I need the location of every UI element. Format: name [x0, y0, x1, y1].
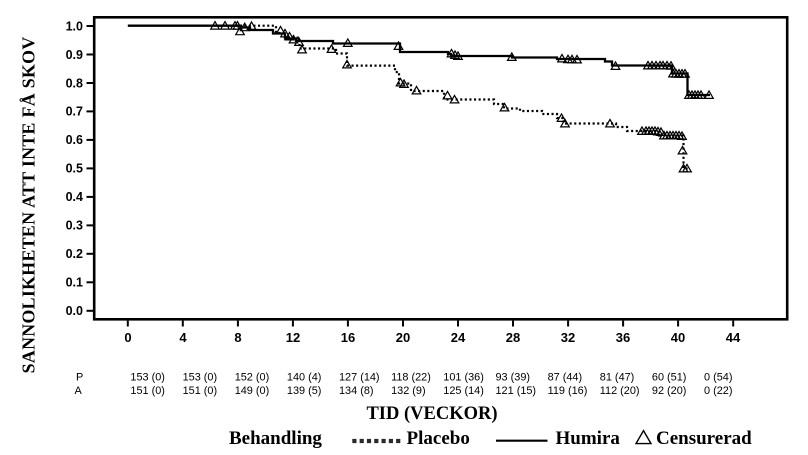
svg-text:20: 20	[396, 330, 410, 345]
svg-text:140 (4): 140 (4)	[287, 371, 322, 383]
svg-text:16: 16	[341, 330, 355, 345]
svg-text:0.9: 0.9	[66, 48, 83, 62]
svg-text:119 (16): 119 (16)	[548, 385, 588, 397]
svg-text:149 (0): 149 (0)	[235, 385, 270, 397]
svg-text:81 (47): 81 (47)	[600, 371, 635, 383]
svg-text:0: 0	[124, 330, 131, 345]
svg-text:A: A	[75, 385, 83, 397]
svg-text:Censurerad: Censurerad	[656, 428, 752, 449]
svg-text:87 (44): 87 (44)	[548, 371, 583, 383]
svg-text:4: 4	[179, 330, 187, 345]
svg-text:Placebo: Placebo	[407, 428, 470, 449]
svg-text:0 (54): 0 (54)	[704, 371, 732, 383]
svg-text:121 (15): 121 (15)	[496, 385, 537, 397]
svg-text:40: 40	[671, 330, 685, 345]
svg-text:24: 24	[451, 330, 466, 345]
svg-text:127 (14): 127 (14)	[339, 371, 380, 383]
svg-text:0 (22): 0 (22)	[704, 385, 732, 397]
svg-text:0.5: 0.5	[66, 162, 83, 176]
svg-text:152 (0): 152 (0)	[235, 371, 270, 383]
svg-text:139 (5): 139 (5)	[287, 385, 322, 397]
svg-text:0.6: 0.6	[66, 133, 83, 147]
svg-text:0.1: 0.1	[66, 276, 83, 290]
svg-text:32: 32	[561, 330, 575, 345]
svg-text:151 (0): 151 (0)	[130, 385, 165, 397]
svg-text:132 (9): 132 (9)	[391, 385, 426, 397]
svg-text:8: 8	[234, 330, 241, 345]
svg-text:0.3: 0.3	[66, 219, 83, 233]
svg-text:28: 28	[506, 330, 520, 345]
svg-text:125 (14): 125 (14)	[443, 385, 484, 397]
svg-text:93 (39): 93 (39)	[496, 371, 531, 383]
svg-text:118 (22): 118 (22)	[391, 371, 431, 383]
svg-text:153 (0): 153 (0)	[130, 371, 165, 383]
svg-text:P: P	[76, 371, 83, 383]
svg-text:134 (8): 134 (8)	[339, 385, 374, 397]
svg-text:1.0: 1.0	[66, 19, 83, 33]
svg-text:0.7: 0.7	[66, 105, 83, 119]
svg-text:36: 36	[616, 330, 630, 345]
svg-text:101 (36): 101 (36)	[443, 371, 484, 383]
svg-text:Humira: Humira	[556, 428, 621, 449]
svg-text:0.4: 0.4	[66, 190, 83, 204]
svg-text:0.8: 0.8	[66, 76, 83, 90]
svg-text:SANNOLIKHETEN ATT INTE FÅ SKOV: SANNOLIKHETEN ATT INTE FÅ SKOV	[18, 36, 38, 373]
svg-text:112 (20): 112 (20)	[600, 385, 640, 397]
svg-text:TID (VECKOR): TID (VECKOR)	[366, 404, 497, 424]
svg-text:151 (0): 151 (0)	[183, 385, 218, 397]
svg-text:60 (51): 60 (51)	[652, 371, 687, 383]
svg-text:12: 12	[286, 330, 300, 345]
svg-text:0.0: 0.0	[66, 304, 83, 318]
svg-text:Behandling: Behandling	[229, 428, 322, 449]
svg-text:92 (20): 92 (20)	[652, 385, 687, 397]
svg-text:0.2: 0.2	[66, 247, 83, 261]
svg-text:44: 44	[726, 330, 741, 345]
svg-text:153 (0): 153 (0)	[183, 371, 218, 383]
